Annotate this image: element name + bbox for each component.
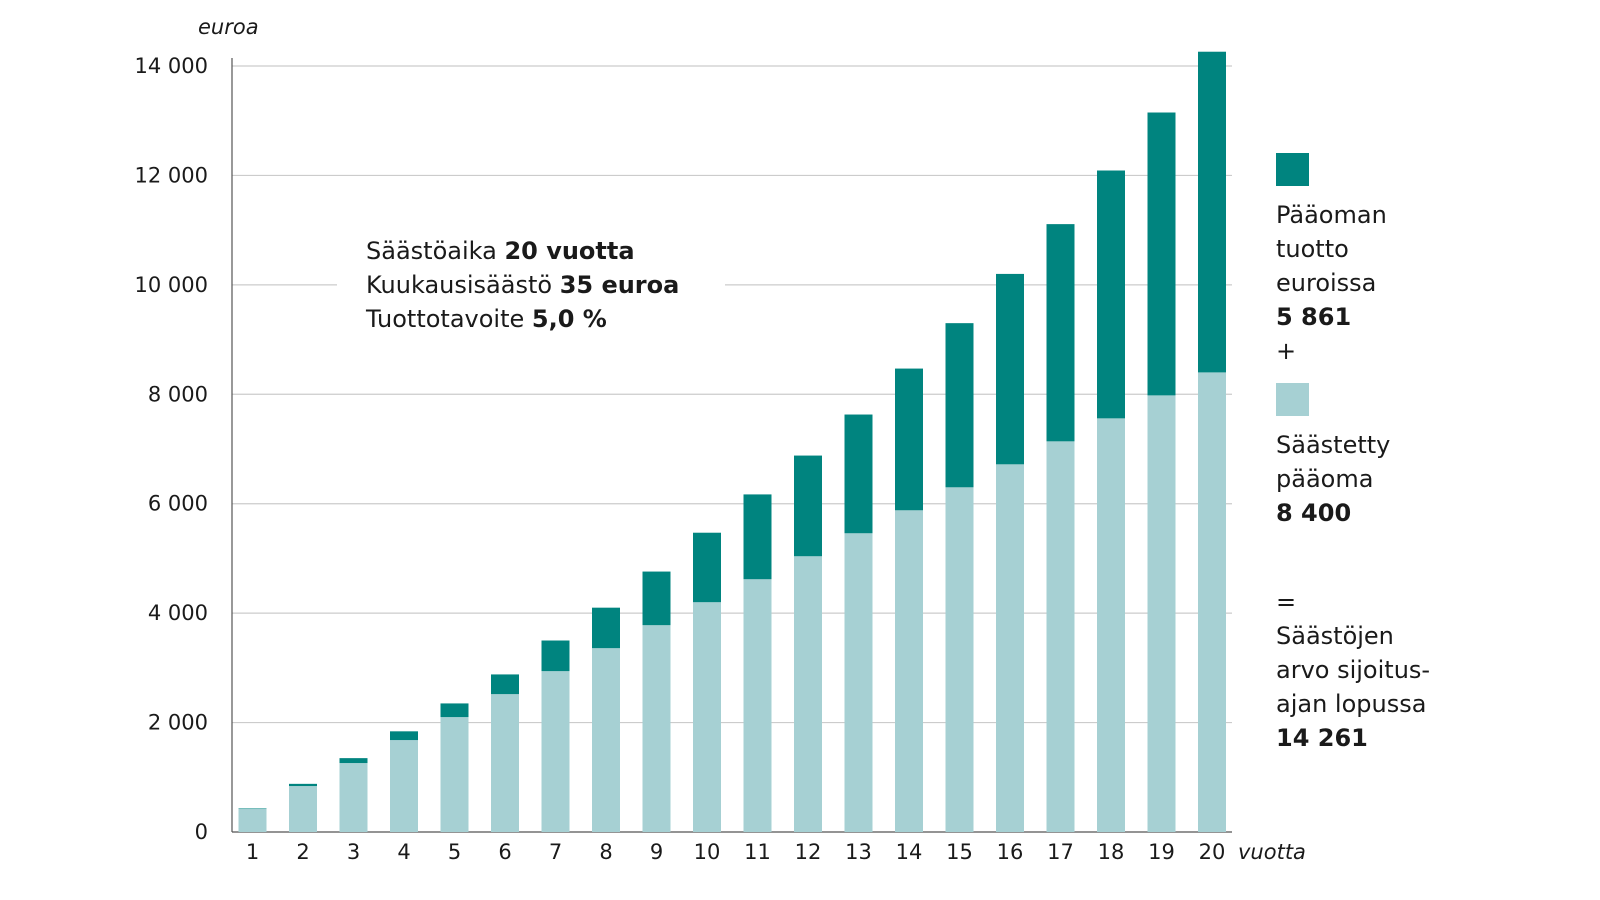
bar-principal	[693, 602, 721, 832]
bar-principal	[996, 464, 1024, 832]
bar-earnings	[339, 758, 368, 764]
legend-earnings-value: 5 861	[1276, 303, 1352, 331]
bar-earnings	[289, 783, 317, 787]
bar-principal	[238, 809, 267, 832]
x-tick-label: 9	[650, 840, 663, 864]
bar-earnings	[440, 703, 469, 718]
y-tick-label: 10 000	[135, 273, 208, 297]
bar-earnings	[1046, 224, 1075, 442]
x-tick-label: 19	[1148, 840, 1175, 864]
bar-earnings	[844, 414, 873, 534]
x-tick-label: 1	[246, 840, 259, 864]
bar-principal	[440, 717, 469, 832]
bar-earnings	[996, 273, 1024, 465]
legend-plus: +	[1276, 337, 1297, 365]
y-tick-label: 6 000	[148, 492, 208, 516]
x-tick-label: 4	[397, 840, 410, 864]
y-tick-label: 0	[195, 820, 208, 844]
bar-principal	[642, 625, 671, 832]
x-tick-label: 10	[694, 840, 721, 864]
annotation-line-1: Säästöaika 20 vuotta	[366, 237, 635, 265]
annotation-background	[337, 240, 725, 350]
x-tick-label: 7	[549, 840, 562, 864]
x-tick-label: 16	[997, 840, 1024, 864]
bar-earnings	[895, 368, 923, 511]
bar-principal	[339, 763, 368, 832]
x-tick-label: 18	[1098, 840, 1125, 864]
bars	[238, 51, 1226, 832]
bar-principal	[895, 510, 923, 832]
x-tick-label: 15	[946, 840, 973, 864]
bar-principal	[491, 694, 519, 832]
bar-earnings	[390, 731, 418, 741]
bar-earnings	[592, 607, 620, 649]
y-tick-label: 8 000	[148, 382, 208, 406]
bar-principal	[1147, 395, 1176, 832]
bar-principal	[945, 487, 974, 832]
annotation-line-3: Tuottotavoite 5,0 %	[365, 305, 607, 333]
bar-earnings	[491, 674, 519, 695]
x-tick-label: 13	[845, 840, 872, 864]
legend-earnings-line-3: euroissa	[1276, 269, 1377, 297]
bar-earnings	[541, 640, 570, 672]
x-tick-label: 11	[744, 840, 771, 864]
x-axis-ticks: 1 2 3 4 5 6 7 8 9 10 11 12 13 14 15 16 17 18 19 20	[246, 840, 1226, 864]
legend-principal-line-1: Säästetty	[1276, 431, 1391, 459]
bar-principal	[794, 556, 822, 832]
bar-earnings	[945, 323, 974, 488]
bar-principal	[844, 533, 873, 832]
legend-earnings-line-1: Pääoman	[1276, 201, 1387, 229]
x-tick-label: 14	[896, 840, 923, 864]
legend-principal-line-2: pääoma	[1276, 465, 1374, 493]
legend-principal-text: Säästetty pääoma 8 400	[1276, 428, 1390, 530]
legend-earnings-text: Pääoman tuotto euroissa 5 861 +	[1276, 198, 1387, 368]
x-tick-label: 6	[498, 840, 511, 864]
x-tick-label: 20	[1199, 840, 1226, 864]
legend-swatch-earnings	[1276, 153, 1309, 186]
bar-earnings	[1198, 51, 1226, 373]
legend-equals: =	[1276, 588, 1297, 616]
x-tick-label: 5	[448, 840, 461, 864]
bar-earnings	[693, 532, 721, 603]
legend-total-text: = Säästöjen arvo sijoitus- ajan lopussa …	[1276, 585, 1430, 755]
bar-principal	[1097, 418, 1125, 832]
y-axis-ticks: 0 2 000 4 000 6 000 8 000 10 000 12 000 14 000	[135, 54, 208, 844]
annotation-line-2: Kuukausisäästö 35 euroa	[366, 271, 679, 299]
x-tick-label: 12	[795, 840, 822, 864]
bar-principal	[390, 740, 418, 832]
y-tick-label: 14 000	[135, 54, 208, 78]
legend-total-line-3: ajan lopussa	[1276, 690, 1427, 718]
y-tick-label: 12 000	[135, 163, 208, 187]
bar-principal	[541, 671, 570, 832]
x-axis-unit: vuotta	[1238, 840, 1306, 864]
bar-earnings	[238, 808, 267, 810]
bar-principal	[592, 648, 620, 832]
bar-principal	[1198, 372, 1226, 832]
x-tick-label: 2	[296, 840, 309, 864]
legend-swatch-principal	[1276, 383, 1309, 416]
y-axis-unit: euroa	[198, 15, 259, 39]
bar-earnings	[1147, 112, 1176, 396]
legend-total-line-1: Säästöjen	[1276, 622, 1394, 650]
legend-total-line-2: arvo sijoitus-	[1276, 656, 1431, 684]
bar-principal	[1046, 441, 1075, 832]
bar-principal	[743, 579, 772, 832]
x-tick-label: 8	[599, 840, 612, 864]
legend-earnings-line-2: tuotto	[1276, 235, 1349, 263]
legend-total-value: 14 261	[1276, 724, 1368, 752]
bar-earnings	[743, 494, 772, 580]
bar-principal	[289, 786, 317, 832]
bar-earnings	[642, 571, 671, 626]
bar-earnings	[794, 455, 822, 557]
y-tick-label: 2 000	[148, 711, 208, 735]
y-tick-label: 4 000	[148, 601, 208, 625]
bar-earnings	[1097, 170, 1125, 419]
gridlines	[231, 58, 1232, 833]
legend-principal-value: 8 400	[1276, 499, 1352, 527]
x-tick-label: 17	[1047, 840, 1074, 864]
x-tick-label: 3	[347, 840, 360, 864]
